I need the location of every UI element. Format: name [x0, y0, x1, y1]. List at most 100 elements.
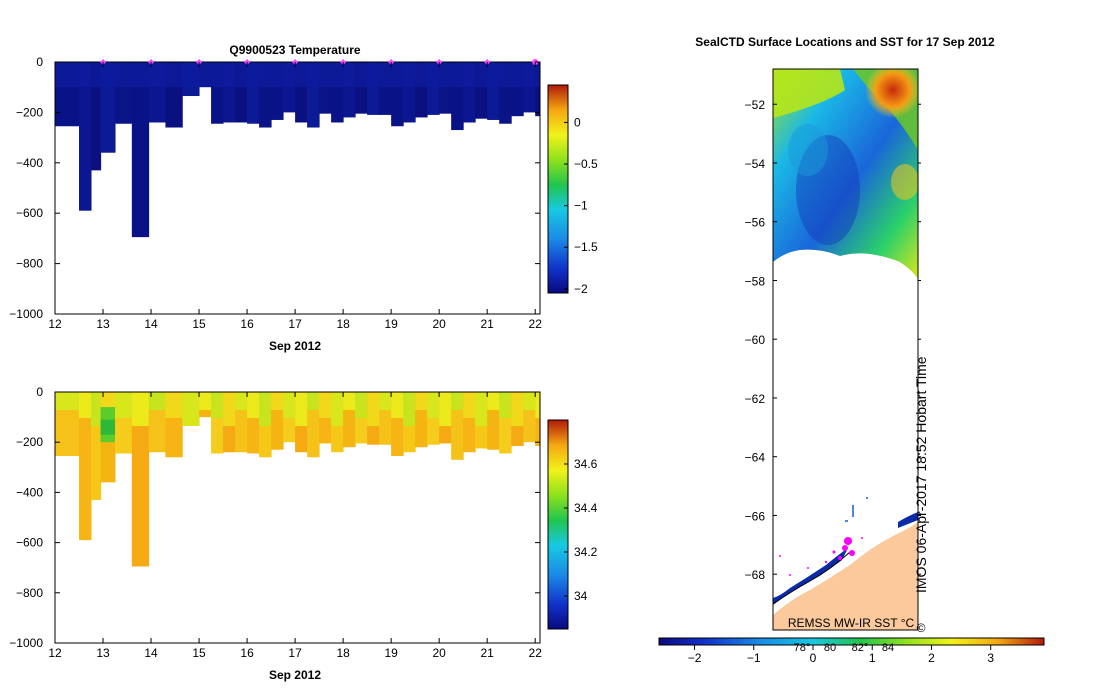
temperature-y-tick-label: −600 [16, 206, 43, 220]
salinity-y-tick-label: −800 [16, 586, 43, 600]
temperature-surface-cell [223, 62, 236, 87]
salinity-surface-cell [131, 392, 150, 426]
sst-lon-tick-label: 82° [852, 642, 869, 654]
sst-field [773, 69, 918, 279]
salinity-x-tick-label: 16 [240, 646, 254, 660]
temperature-panel: Q9900523 Temperature 0 −200 −400 −600 −800 −1… [9, 43, 598, 353]
temperature-surface-cell [499, 62, 512, 87]
temperature-surface-cell [439, 62, 452, 87]
salinity-surface-cell [91, 392, 102, 426]
temperature-surface-cell [247, 62, 260, 87]
sst-colorbar [658, 637, 1045, 646]
temperature-surface-cell [463, 62, 476, 87]
sst-colorbar-ticks: −2 −1 0 1 2 3 [688, 645, 994, 665]
temperature-colorbar-tick-label: 0 [574, 115, 581, 129]
salinity-x-tick-label: 14 [144, 646, 158, 660]
temperature-x-tick-label: 21 [480, 317, 494, 331]
temperature-surface-cell [91, 62, 102, 87]
temperature-profile-column [91, 62, 102, 171]
salinity-colorbar-tick-label: 34.2 [574, 545, 598, 559]
temperature-profile-markers [100, 59, 539, 65]
temperature-surface-cell [148, 62, 166, 87]
sst-lat-tick-label: −60 [745, 333, 766, 347]
seal-surface-locations [779, 537, 863, 576]
temperature-surface-cell [295, 62, 308, 87]
salinity-surface-cell [235, 392, 248, 410]
temperature-surface-cell [415, 62, 428, 87]
temperature-surface-cell [259, 62, 272, 87]
salinity-x-label: Sep 2012 [269, 668, 321, 682]
copyright-symbol: © [917, 621, 926, 635]
salinity-surface-cell [271, 392, 284, 410]
salinity-surface-cell [223, 392, 236, 426]
temperature-surface-cell [511, 62, 524, 87]
temperature-x-tick-label: 14 [144, 317, 158, 331]
salinity-surface-cell [499, 392, 512, 418]
temperature-surface-cell [331, 62, 344, 87]
sst-lon-tick-label: 78° [794, 642, 811, 654]
temperature-x-tick-label: 16 [240, 317, 254, 331]
temperature-colorbar [547, 84, 569, 294]
temperature-y-tick-label: −200 [16, 105, 43, 119]
temperature-y-tick-label: 0 [36, 55, 43, 69]
sst-source-label: REMSS MW-IR SST °C [788, 616, 915, 630]
temperature-surface-cell [391, 62, 404, 87]
temperature-surface-cell [427, 62, 440, 87]
salinity-data-area [55, 392, 540, 567]
temperature-colorbar-tick-label: −0.5 [574, 157, 598, 171]
sst-map-panel: SealCTD Surface Locations and SST for 17… [658, 35, 1045, 665]
temperature-x-tick-label: 17 [288, 317, 302, 331]
salinity-x-tick-label: 22 [529, 646, 543, 660]
salinity-y-tick-label: −600 [16, 536, 43, 550]
salinity-x-tick-label: 15 [192, 646, 206, 660]
salinity-surface-cell [415, 392, 428, 410]
temperature-profile-column [79, 62, 92, 211]
salinity-y-axis: 0 −200 −400 −600 −800 −1000 [9, 385, 540, 650]
coastal-sst-strip [773, 548, 848, 605]
salinity-fresh-core-inner [100, 419, 116, 435]
sst-colorbar-tick-label: 1 [869, 651, 876, 665]
salinity-surface-cell [523, 392, 536, 410]
salinity-surface-cell [259, 392, 272, 426]
temperature-data-area [55, 62, 540, 238]
salinity-surface-cell [295, 392, 308, 426]
temperature-profile-column [131, 62, 150, 238]
temperature-surface-cell [271, 62, 284, 87]
temperature-surface-cell [487, 62, 500, 87]
sst-map-lat-axis: −52 −54 −56 −58 −60 −62 −64 −66 −68 [745, 98, 921, 582]
salinity-colorbar-tick-label: 34.4 [574, 501, 598, 515]
salinity-surface-cell [439, 392, 452, 426]
salinity-surface-cell [165, 392, 183, 418]
salinity-colorbar-tick-label: 34 [574, 589, 588, 603]
salinity-surface-cell [427, 392, 440, 418]
temperature-surface-cell [100, 62, 116, 87]
salinity-profile-column [79, 392, 92, 541]
imos-credit: IMOS 06-Apr-2017 18:52 Hobart Time [913, 356, 929, 593]
temperature-y-tick-label: −400 [16, 156, 43, 170]
temperature-surface-cell [379, 62, 392, 87]
sst-lat-tick-label: −52 [745, 98, 766, 112]
salinity-y-tick-label: −1000 [9, 636, 43, 650]
salinity-x-tick-label: 21 [480, 646, 494, 660]
sst-lat-tick-label: −68 [745, 568, 766, 582]
temperature-x-tick-label: 22 [529, 317, 543, 331]
sst-map-lon-axis: 78° 80 82° 84 [794, 642, 894, 654]
temperature-colorbar-tick-label: −2 [574, 282, 588, 296]
antarctic-land [773, 522, 918, 630]
temperature-surface-cell [451, 62, 464, 87]
salinity-surface-cell [343, 392, 356, 410]
sst-colorbar-tick-label: −1 [747, 651, 761, 665]
sst-warm-patch [865, 69, 918, 118]
salinity-surface-cell [319, 392, 332, 418]
temperature-y-tick-label: −1000 [9, 307, 43, 321]
temperature-surface-cell [182, 62, 200, 87]
salinity-colorbar-tick-label: 34.6 [574, 457, 598, 471]
sst-lon-tick-label: 80 [824, 642, 836, 654]
temperature-surface-cell [283, 62, 296, 87]
temperature-colorbar-tick-label: −1 [574, 199, 588, 213]
temperature-colorbar-ticks: 0 −0.5 −1 −1.5 −2 [564, 115, 598, 296]
salinity-surface-cell [148, 392, 166, 410]
temperature-surface-cell [343, 62, 356, 87]
temperature-surface-cell [475, 62, 488, 87]
